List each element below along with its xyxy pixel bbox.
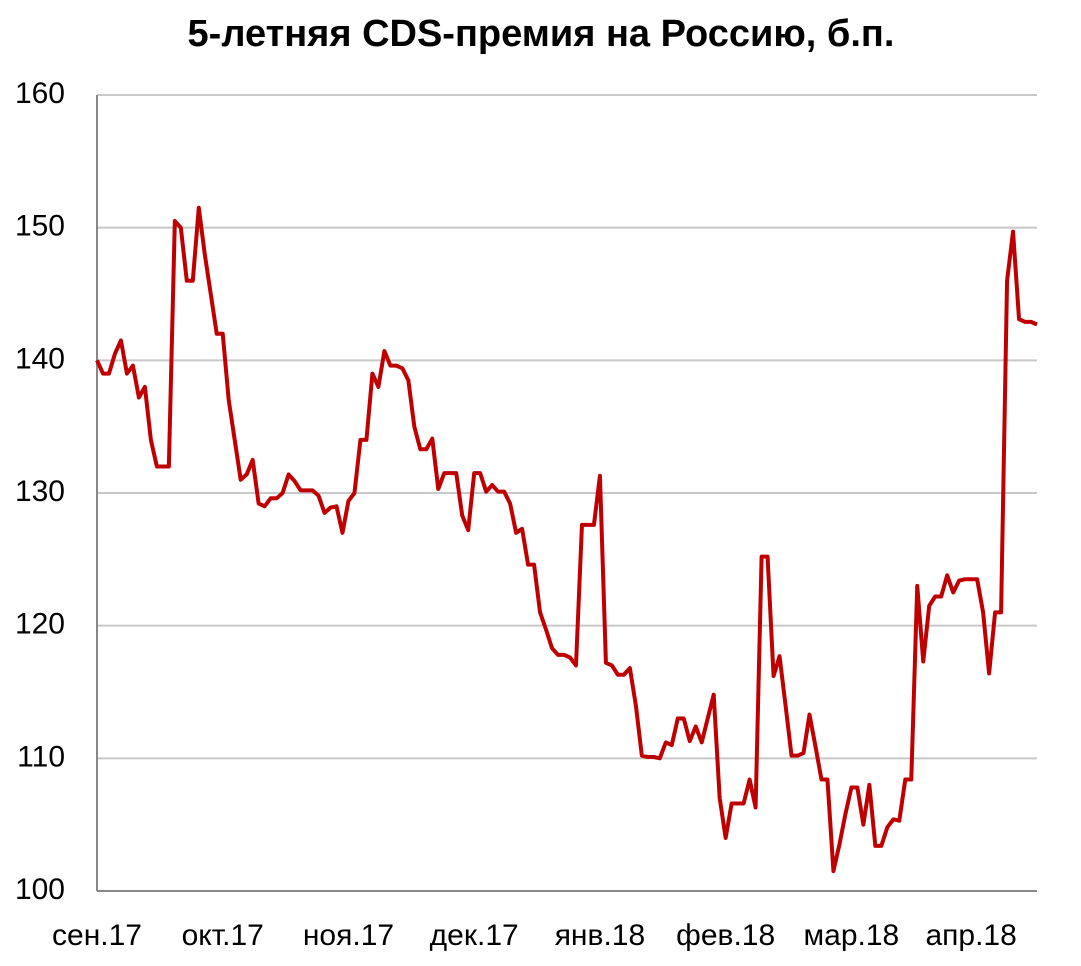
x-tick-label: дек.17 xyxy=(430,919,519,952)
x-tick-label: апр.18 xyxy=(925,919,1016,952)
y-tick-label: 150 xyxy=(15,210,65,243)
x-tick-label: янв.18 xyxy=(555,919,645,952)
y-tick-label: 160 xyxy=(15,77,65,110)
y-tick-label: 130 xyxy=(15,475,65,508)
x-tick-label: окт.17 xyxy=(182,919,264,952)
x-tick-label: мар.18 xyxy=(804,919,900,952)
chart-title: 5-летняя CDS-премия на Россию, б.п. xyxy=(188,13,895,55)
x-tick-label: фев.18 xyxy=(676,919,775,952)
x-tick-label: сен.17 xyxy=(52,919,142,952)
data-line xyxy=(95,205,1038,874)
x-tick-label: ноя.17 xyxy=(303,919,394,952)
y-tick-label: 120 xyxy=(15,608,65,641)
y-tick-label: 110 xyxy=(17,740,65,773)
y-tick-label: 100 xyxy=(15,873,65,906)
y-tick-label: 140 xyxy=(15,342,65,375)
